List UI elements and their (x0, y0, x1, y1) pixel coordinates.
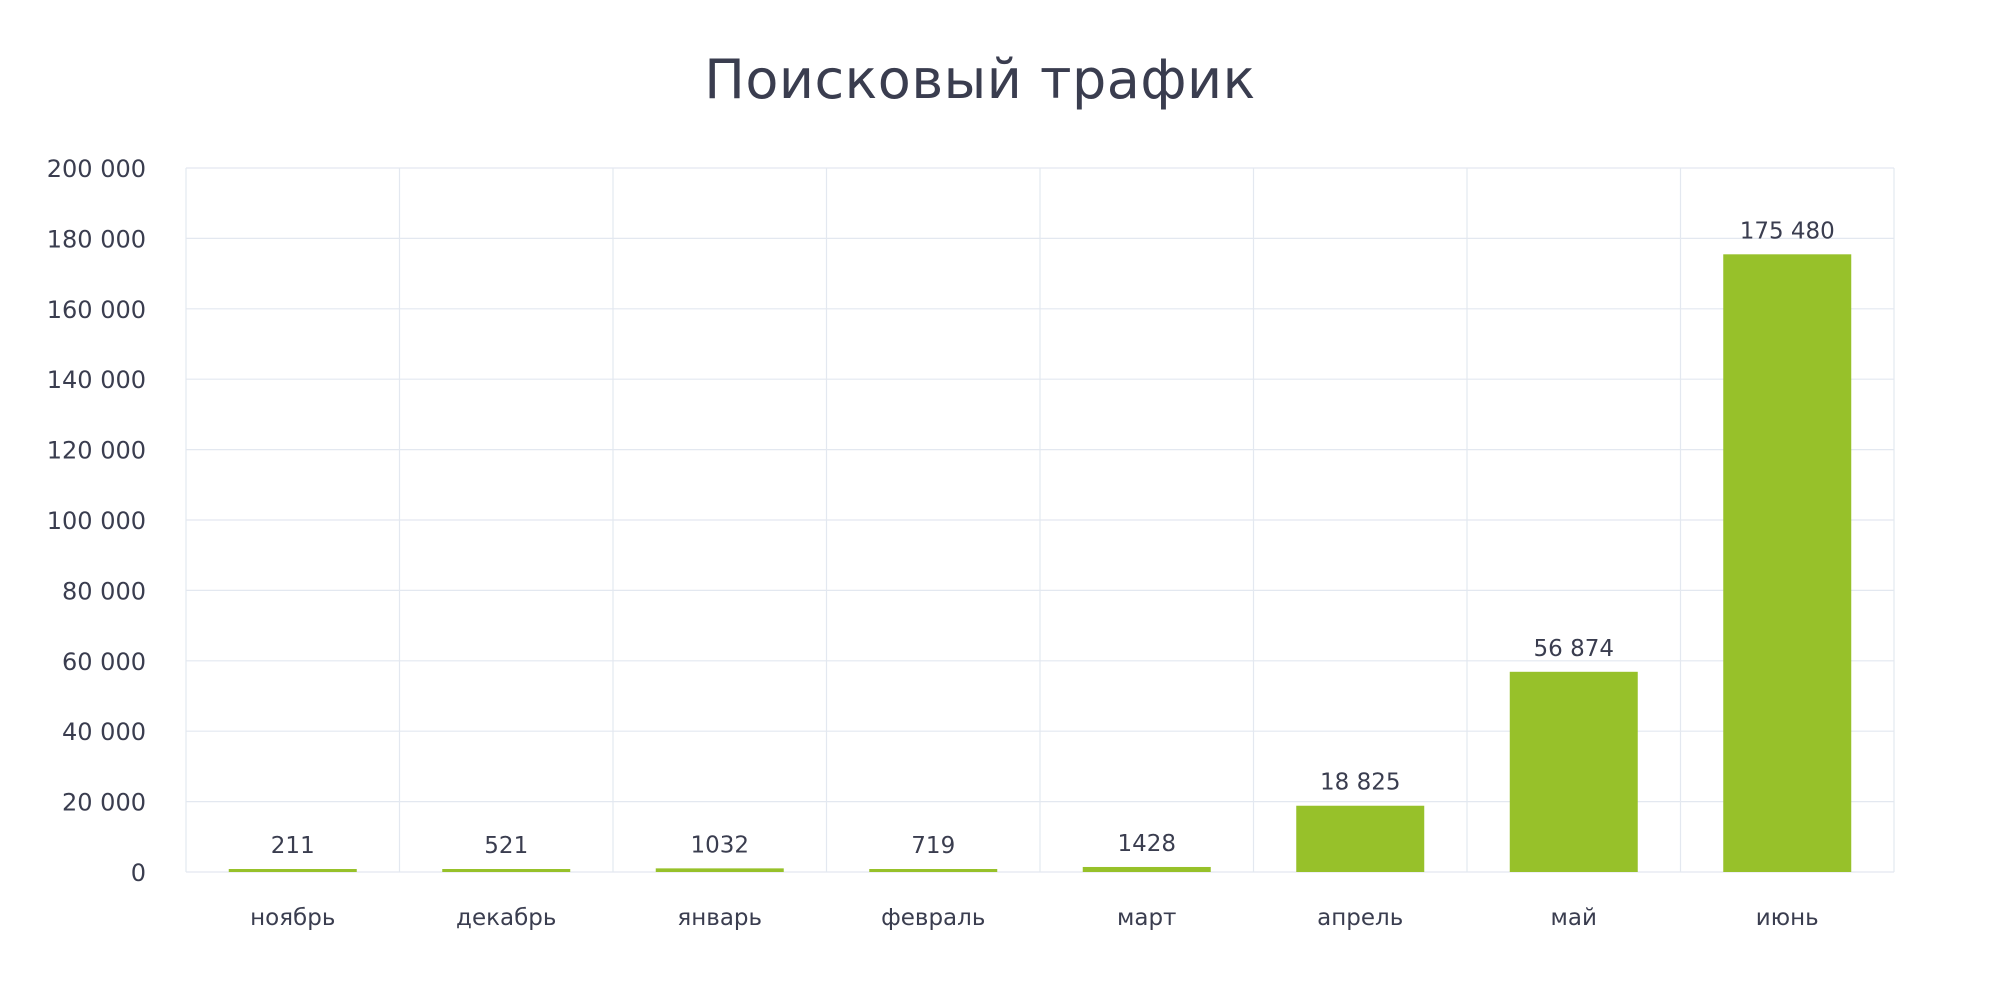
y-tick-label: 120 000 (47, 437, 146, 465)
y-tick-label: 180 000 (47, 225, 146, 253)
bar (1296, 805, 1425, 872)
x-tick-label: март (1117, 905, 1176, 931)
x-tick-label: июнь (1756, 905, 1819, 931)
y-tick-label: 20 000 (62, 789, 146, 817)
bar (228, 869, 357, 872)
y-tick-label: 160 000 (47, 296, 146, 324)
chart-title: Поисковый трафик (704, 48, 1256, 111)
x-tick-label: май (1551, 905, 1597, 931)
chart-bars (228, 254, 1852, 872)
chart-grid (185, 167, 1895, 873)
y-tick-label: 80 000 (62, 577, 146, 605)
bar (1509, 671, 1638, 872)
y-tick-label: 140 000 (47, 366, 146, 394)
bar (1082, 866, 1211, 872)
data-label: 18 825 (1320, 770, 1400, 796)
x-tick-label: апрель (1317, 905, 1403, 931)
x-axis: ноябрь декабрь январь февраль март апрель май и… (250, 905, 1819, 931)
data-label: 719 (911, 833, 955, 859)
data-label: 521 (484, 833, 528, 859)
bar (442, 869, 571, 872)
bar (655, 868, 784, 872)
y-axis: 0 20 000 40 000 60 000 80 000 100 000 120 000 1… (47, 155, 146, 887)
y-tick-label: 200 000 (47, 155, 146, 183)
bar (1723, 254, 1852, 872)
data-label: 1032 (690, 832, 749, 858)
y-tick-label: 0 (131, 859, 146, 887)
data-label: 1428 (1117, 831, 1176, 857)
bar (869, 869, 998, 872)
x-tick-label: ноябрь (250, 905, 335, 931)
y-tick-label: 60 000 (62, 648, 146, 676)
data-labels: 211 521 1032 719 1428 18 825 56 874 175 480 (271, 218, 1835, 859)
x-tick-label: январь (677, 905, 762, 931)
y-tick-label: 40 000 (62, 718, 146, 746)
data-label: 56 874 (1534, 636, 1614, 662)
x-tick-label: декабрь (456, 905, 556, 931)
data-label: 211 (271, 833, 315, 859)
data-label: 175 480 (1740, 218, 1835, 244)
y-tick-label: 100 000 (47, 507, 146, 535)
x-tick-label: февраль (881, 905, 985, 931)
